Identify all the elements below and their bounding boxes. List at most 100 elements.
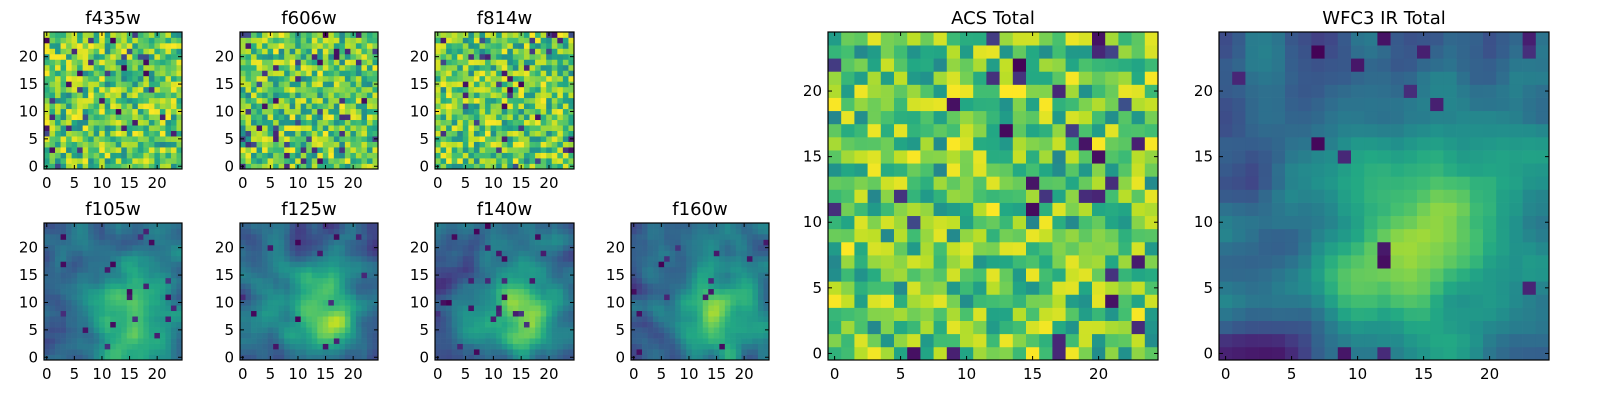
heatmap-cell — [680, 305, 687, 312]
heatmap-cell — [880, 281, 895, 295]
heatmap-cell — [713, 338, 720, 344]
heatmap-cell — [361, 147, 368, 153]
heatmap-cell — [490, 338, 497, 344]
heatmap-cell — [104, 305, 111, 312]
heatmap-cell — [104, 64, 111, 71]
heatmap-cell — [115, 239, 122, 246]
heatmap-cell — [485, 163, 491, 170]
heatmap-cell — [535, 299, 541, 306]
heatmap-cell — [546, 332, 553, 339]
heatmap-cell — [165, 152, 172, 159]
heatmap-cell — [440, 321, 447, 328]
heatmap-cell — [66, 261, 72, 268]
heatmap-cell — [165, 239, 172, 246]
heatmap-cell — [132, 354, 139, 361]
heatmap-cell — [490, 343, 497, 350]
heatmap-cell — [93, 327, 100, 333]
heatmap-cell — [557, 327, 564, 333]
heatmap-cell — [479, 223, 486, 229]
heatmap-cell — [278, 141, 285, 148]
heatmap-cell — [66, 283, 72, 290]
heatmap-cell — [658, 250, 665, 257]
heatmap-cell — [435, 294, 441, 301]
heatmap-cell — [176, 141, 183, 148]
heatmap-cell — [490, 97, 497, 104]
heatmap-cell — [49, 147, 56, 153]
heatmap-cell — [273, 130, 279, 137]
heatmap-cell — [1039, 163, 1053, 177]
heatmap-cell — [535, 48, 541, 55]
heatmap-cell — [512, 261, 519, 268]
heatmap-cell — [986, 307, 1000, 321]
heatmap-cell — [535, 321, 541, 328]
x-tick-label: 20 — [344, 174, 363, 192]
heatmap-cell — [44, 239, 50, 246]
heatmap-cell — [93, 125, 100, 131]
heatmap-cell — [535, 305, 541, 312]
heatmap-cell — [82, 294, 89, 301]
heatmap-cell — [1052, 320, 1066, 335]
heatmap-cell — [462, 349, 469, 355]
heatmap-cell — [719, 305, 726, 312]
heatmap-cell — [328, 266, 335, 273]
heatmap-cell — [960, 307, 974, 321]
heatmap-cell — [435, 64, 441, 71]
heatmap-cell — [300, 233, 307, 240]
heatmap-cell — [88, 136, 95, 142]
heatmap-cell — [49, 152, 56, 159]
heatmap-cell — [473, 103, 480, 110]
heatmap-cell — [372, 223, 379, 229]
heatmap-cell — [457, 277, 464, 284]
heatmap-cell — [435, 158, 441, 164]
heatmap-cell — [44, 42, 50, 49]
heatmap-cell — [540, 119, 547, 126]
heatmap-cell — [49, 239, 56, 246]
heatmap-cell — [355, 158, 362, 164]
heatmap-cell — [273, 70, 279, 77]
heatmap-cell — [507, 261, 514, 268]
heatmap-cell — [132, 158, 139, 164]
heatmap-cell — [93, 294, 100, 301]
heatmap-cell — [295, 332, 302, 339]
heatmap-cell — [306, 97, 313, 104]
heatmap-cell — [333, 250, 340, 257]
heatmap-cell — [713, 233, 720, 240]
heatmap-cell — [562, 86, 569, 93]
heatmap-cell — [60, 97, 67, 104]
heatmap-cell — [551, 255, 558, 262]
heatmap-cell — [457, 343, 464, 350]
heatmap-cell — [317, 316, 324, 322]
heatmap-cell — [841, 281, 855, 295]
heatmap-cell — [159, 327, 166, 333]
heatmap-cell — [529, 119, 536, 126]
heatmap-cell — [920, 241, 934, 256]
heatmap-cell — [154, 152, 161, 159]
heatmap-cell — [501, 125, 508, 131]
heatmap-cell — [653, 338, 659, 344]
heatmap-cell — [507, 32, 514, 38]
heatmap-cell — [512, 239, 519, 246]
heatmap-cell — [658, 338, 665, 344]
heatmap-cell — [339, 136, 346, 142]
heatmap-cell — [245, 272, 252, 279]
heatmap-cell — [137, 136, 144, 142]
heatmap-cell — [115, 294, 122, 301]
heatmap-cell — [262, 338, 268, 344]
heatmap-cell — [485, 223, 491, 229]
heatmap-cell — [355, 70, 362, 77]
heatmap-cell — [973, 189, 987, 203]
heatmap-cell — [66, 343, 72, 350]
heatmap-cell — [446, 152, 453, 159]
heatmap-cell — [479, 305, 486, 312]
heatmap-cell — [176, 64, 183, 71]
heatmap-cell — [468, 119, 475, 126]
heatmap-cell — [562, 354, 569, 361]
heatmap-cell — [77, 147, 83, 153]
heatmap-cell — [256, 327, 263, 333]
heatmap-cell — [322, 75, 329, 82]
heatmap-cell — [350, 147, 357, 153]
heatmap-cell — [273, 343, 279, 350]
heatmap-cell — [93, 75, 100, 82]
heatmap-cell — [306, 37, 313, 44]
heatmap-cell — [653, 266, 659, 273]
